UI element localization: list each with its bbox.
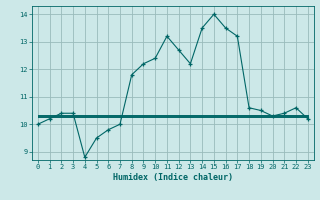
X-axis label: Humidex (Indice chaleur): Humidex (Indice chaleur) (113, 173, 233, 182)
